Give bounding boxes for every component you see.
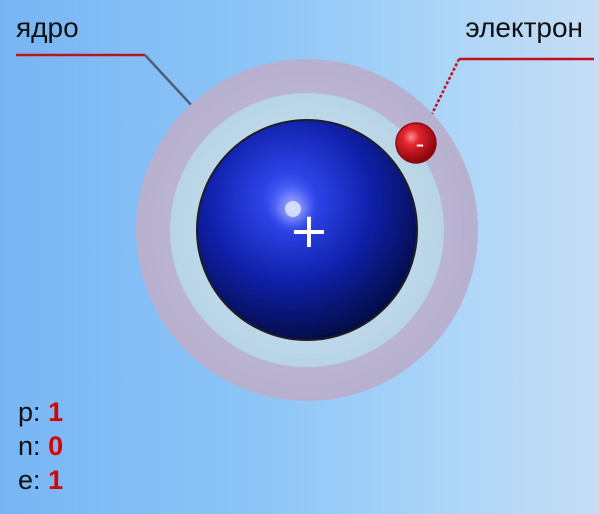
nucleus-sphere (196, 119, 418, 341)
particle-counts: p: 1 n: 0 e: 1 (18, 396, 108, 498)
neutron-count-row: n: 0 (18, 430, 108, 464)
electron-count-row: e: 1 (18, 464, 108, 498)
electron-particle (395, 122, 437, 164)
proton-key: p (18, 397, 34, 427)
proton-count-row: p: 1 (18, 396, 108, 430)
nucleus-label: ядро (16, 12, 79, 43)
electron-key: e (18, 465, 34, 495)
electron-leader-line (428, 58, 461, 119)
neutron-key: n (18, 431, 34, 461)
electron-separator: : (33, 465, 41, 495)
neutron-value: 0 (48, 431, 64, 461)
nucleus-highlight-core (285, 201, 301, 217)
proton-value: 1 (48, 397, 64, 427)
electron-minus-symbol: - (416, 130, 425, 158)
nucleus-plus-symbol: + (289, 203, 329, 259)
neutron-separator: : (33, 431, 41, 461)
electron-value: 1 (48, 465, 64, 495)
electron-label: электрон (465, 12, 583, 43)
proton-separator: : (33, 397, 41, 427)
